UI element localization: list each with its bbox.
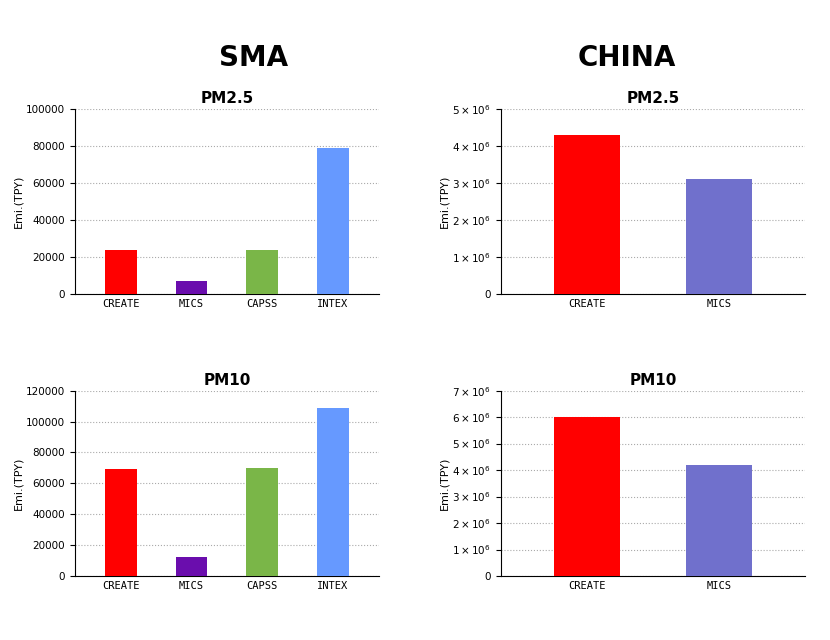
Title: PM10: PM10	[629, 373, 676, 388]
Bar	[317, 408, 349, 576]
Y-axis label: Emi.(TPY): Emi.(TPY)	[440, 456, 450, 510]
Bar	[105, 469, 137, 576]
Bar	[105, 250, 137, 294]
Title: PM10: PM10	[203, 373, 251, 388]
Bar	[176, 557, 208, 576]
Text: SMA: SMA	[218, 44, 288, 72]
Y-axis label: Emi.(TPY): Emi.(TPY)	[13, 175, 23, 228]
Bar	[247, 250, 278, 294]
Bar	[317, 148, 349, 294]
Bar	[686, 179, 752, 294]
Bar	[554, 135, 620, 294]
Bar	[686, 465, 752, 576]
Title: PM2.5: PM2.5	[200, 92, 253, 106]
Bar	[176, 281, 208, 294]
Y-axis label: Emi.(TPY): Emi.(TPY)	[440, 175, 450, 228]
Title: PM2.5: PM2.5	[627, 92, 680, 106]
Text: CHINA: CHINA	[578, 44, 676, 72]
Bar	[554, 417, 620, 576]
Bar	[247, 468, 278, 576]
Y-axis label: Emi.(TPY): Emi.(TPY)	[13, 456, 23, 510]
